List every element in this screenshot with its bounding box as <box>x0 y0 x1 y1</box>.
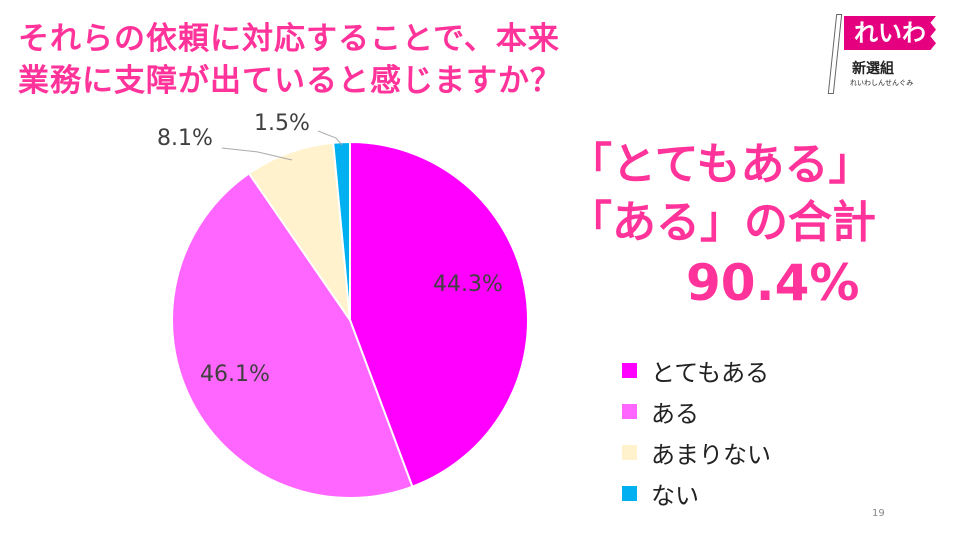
legend-item: あまりない <box>622 432 771 473</box>
page-number: 19 <box>872 508 885 519</box>
summary-line-1: 「とてもある」 <box>568 139 873 190</box>
legend-swatch <box>622 404 637 419</box>
summary-callout: 「とてもある」 「ある」の合計 90.4% <box>568 136 876 314</box>
logo-kana: れいわしんせんぐみ <box>850 79 914 87</box>
legend-swatch <box>622 445 637 460</box>
legend-item: ない <box>622 473 771 514</box>
pie-slice-2 <box>247 141 352 324</box>
pie-slice-0 <box>349 140 529 488</box>
legend-swatch <box>622 486 637 501</box>
legend-label: ある <box>651 400 699 428</box>
legend-swatch <box>622 363 637 378</box>
leader-line <box>221 147 293 161</box>
legend-label: あまりない <box>651 441 771 469</box>
slide-title: それらの依頼に対応することで、本来 業務に支障が出ていると感じますか？ <box>18 18 562 102</box>
title-line-2: 業務に支障が出ていると感じますか？ <box>18 63 562 99</box>
legend-label: ない <box>651 482 699 510</box>
data-label: 1.5% <box>254 111 310 136</box>
pie-slice-3 <box>332 140 351 321</box>
title-line-1: それらの依頼に対応することで、本来 <box>18 21 560 57</box>
data-label: 46.1% <box>200 362 270 387</box>
summary-line-2: 「ある」の合計 <box>568 197 876 248</box>
logo-flag: れいわ <box>844 16 936 50</box>
data-label: 44.3% <box>433 272 503 297</box>
pie-slice-1 <box>171 172 414 499</box>
leader-line <box>317 130 343 146</box>
legend-label: とてもある <box>651 359 770 387</box>
logo-subtitle: 新選組 <box>852 61 894 77</box>
data-label: 8.1% <box>157 126 213 151</box>
reiwa-logo: れいわ 新選組 れいわしんせんぐみ <box>827 12 938 94</box>
chart-legend: とてもある ある あまりない ない <box>622 350 771 514</box>
legend-item: ある <box>622 391 771 432</box>
summary-value: 90.4% <box>686 254 860 312</box>
legend-item: とてもある <box>622 350 771 391</box>
